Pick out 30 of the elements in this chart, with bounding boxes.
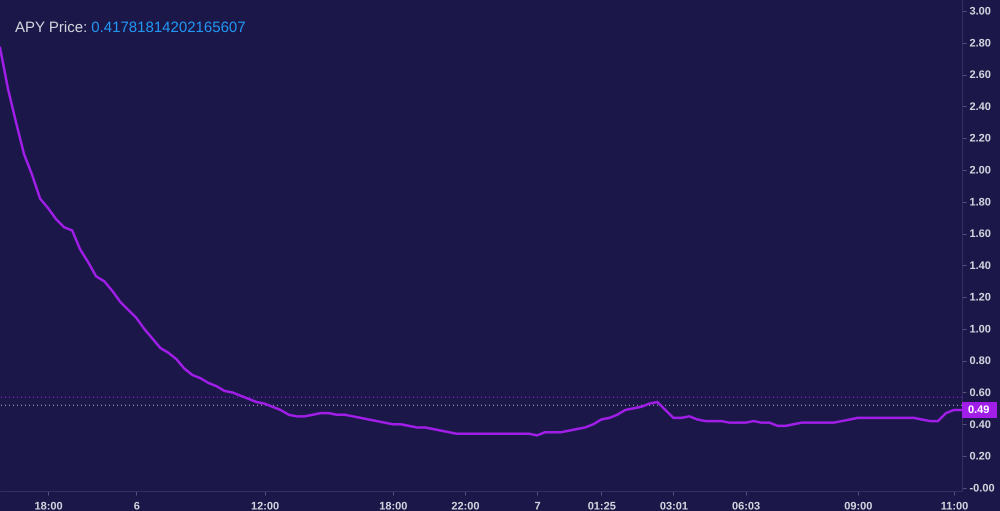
x-tick-label: 06:03 (732, 500, 760, 511)
x-tick-label: 01:25 (588, 500, 616, 511)
y-tick-label: 1.60 (970, 228, 991, 240)
x-tick-label: 18:00 (34, 500, 63, 511)
y-tick-label: 0.20 (970, 450, 991, 463)
y-tick-label: 3.00 (970, 6, 991, 18)
y-tick-label: 1.80 (970, 196, 991, 208)
x-tick-label: 11:00 (940, 500, 968, 511)
y-tick-label: 2.80 (970, 37, 991, 50)
annotation: 0.49 (968, 404, 990, 416)
x-tick-label: 03:01 (660, 500, 688, 511)
y-tick-label: 0.40 (970, 418, 991, 431)
y-tick-label: -0.00 (970, 482, 995, 494)
y-tick-label: 1.40 (970, 260, 991, 272)
y-tick-label: 2.00 (970, 164, 991, 177)
x-tick-label: 22:00 (451, 500, 480, 511)
y-tick-label: 2.60 (970, 69, 991, 82)
y-tick-label: 1.00 (970, 323, 991, 336)
y-tick-label: 1.20 (970, 292, 991, 304)
y-tick-label: 2.20 (970, 132, 991, 145)
x-tick-label: 09:00 (844, 500, 872, 511)
y-tick-label: 0.80 (970, 355, 991, 368)
x-tick-label: 7 (534, 500, 541, 511)
y-tick-label: 2.40 (970, 100, 991, 113)
y-tick-label: 0.60 (970, 386, 991, 399)
x-tick-label: 18:00 (379, 500, 408, 511)
x-tick-label: 12:00 (250, 500, 280, 511)
x-tick-label: 6 (134, 500, 140, 511)
text: 0.41781814202165607 (91, 19, 246, 36)
text: APY Price: (15, 19, 88, 36)
